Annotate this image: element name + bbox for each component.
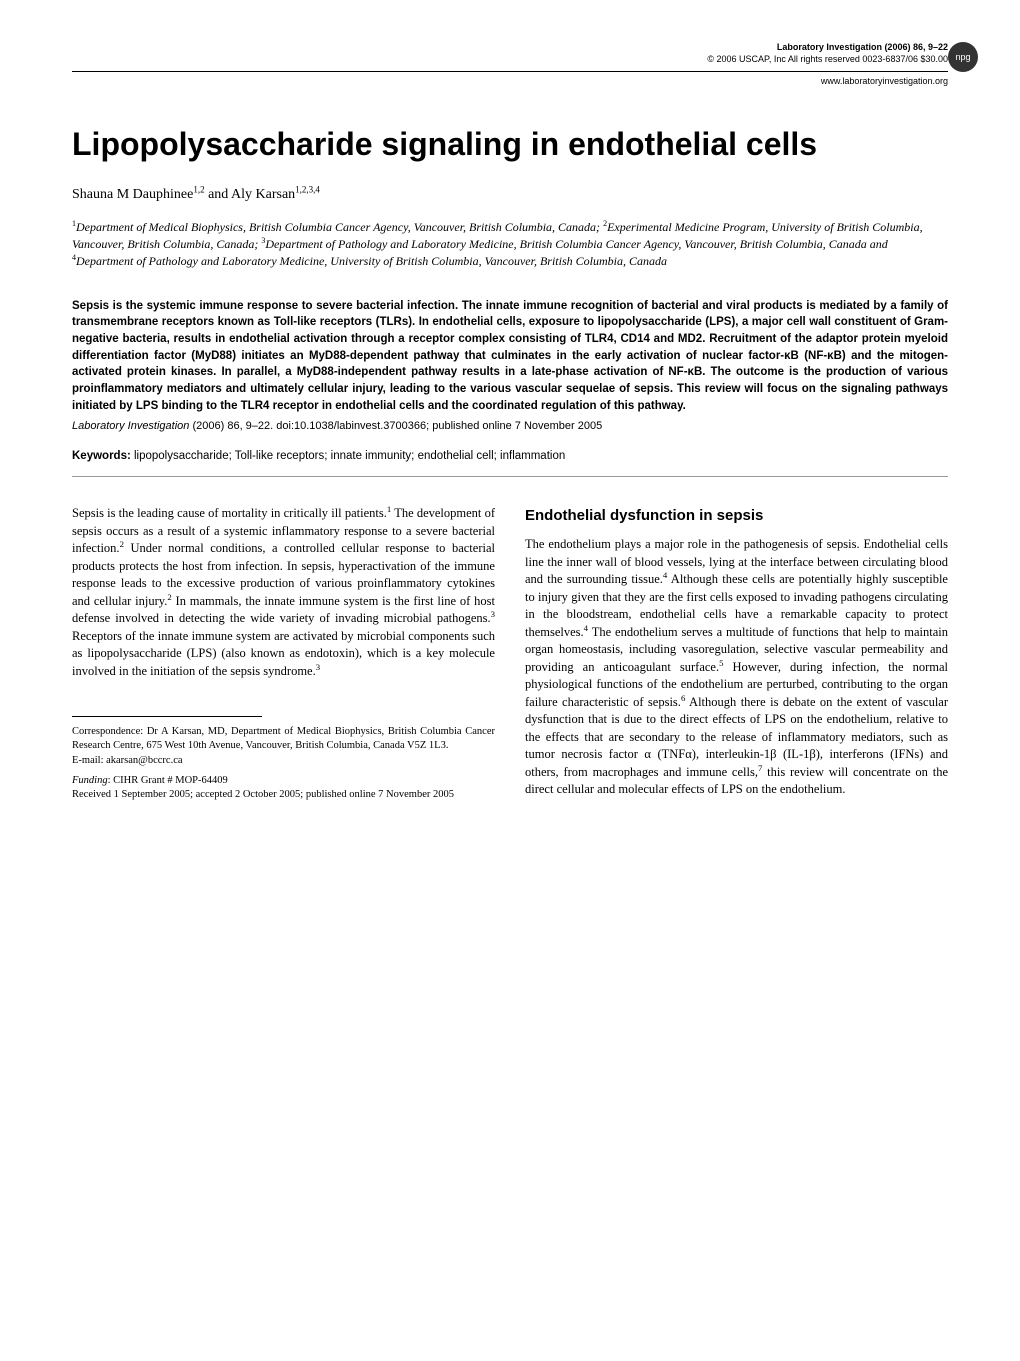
header-meta-block: Laboratory Investigation (2006) 86, 9–22…	[72, 42, 948, 65]
header-rule	[72, 71, 948, 72]
abstract: Sepsis is the systemic immune response t…	[72, 298, 948, 415]
keywords-text: lipopolysaccharide; Toll-like receptors;…	[131, 450, 565, 462]
citation-line: Laboratory Investigation (2006) 86, 9–22…	[72, 420, 948, 432]
affiliations: 1Department of Medical Biophysics, Briti…	[72, 219, 948, 269]
received-line: Received 1 September 2005; accepted 2 Oc…	[72, 788, 495, 802]
section-heading-endothelial: Endothelial dysfunction in sepsis	[525, 505, 948, 526]
correspondence-text: Correspondence: Dr A Karsan, MD, Departm…	[72, 725, 495, 753]
footer-separator	[72, 716, 262, 717]
right-column: Endothelial dysfunction in sepsis The en…	[525, 505, 948, 802]
journal-issue-line: Laboratory Investigation (2006) 86, 9–22	[72, 42, 948, 54]
publisher-badge: npg	[948, 42, 978, 72]
citation-journal: Laboratory Investigation	[72, 420, 189, 432]
section-divider	[72, 476, 948, 477]
intro-paragraph: Sepsis is the leading cause of mortality…	[72, 505, 495, 680]
keywords-label: Keywords:	[72, 450, 131, 462]
website-url: www.laboratoryinvestigation.org	[72, 76, 948, 86]
funding-line: Funding: CIHR Grant # MOP-64409	[72, 774, 495, 788]
endothelial-paragraph: The endothelium plays a major role in th…	[525, 536, 948, 799]
funding-text: : CIHR Grant # MOP-64409	[108, 775, 228, 786]
funding-label: Funding	[72, 775, 108, 786]
body-columns: Sepsis is the leading cause of mortality…	[72, 505, 948, 802]
copyright-line: © 2006 USCAP, Inc All rights reserved 00…	[72, 54, 948, 66]
correspondence-block: Correspondence: Dr A Karsan, MD, Departm…	[72, 725, 495, 802]
citation-details: (2006) 86, 9–22. doi:10.1038/labinvest.3…	[189, 420, 602, 432]
correspondence-email: E-mail: akarsan@bccrc.ca	[72, 754, 495, 768]
left-column: Sepsis is the leading cause of mortality…	[72, 505, 495, 802]
keywords-line: Keywords: lipopolysaccharide; Toll-like …	[72, 450, 948, 462]
article-title: Lipopolysaccharide signaling in endothel…	[72, 126, 948, 163]
author-list: Shauna M Dauphinee1,2 and Aly Karsan1,2,…	[72, 187, 948, 203]
